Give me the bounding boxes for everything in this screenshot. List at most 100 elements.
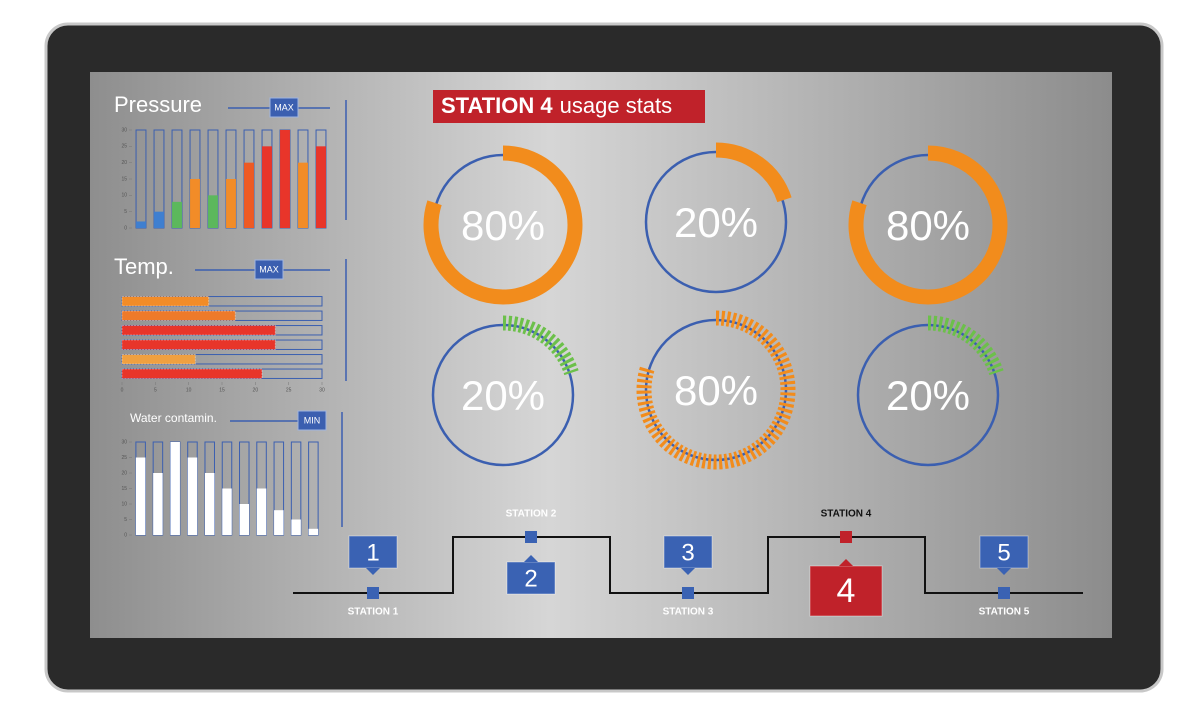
gauge-arc	[927, 315, 1004, 376]
gauge-label: 80%	[886, 202, 970, 249]
bar	[121, 325, 276, 336]
y-tick-label: 15	[121, 486, 127, 492]
gauge-arc	[502, 315, 579, 376]
bar	[244, 162, 254, 228]
bar	[153, 473, 163, 535]
y-tick-label: 0	[124, 225, 127, 231]
bar	[121, 310, 236, 321]
bar	[226, 179, 236, 228]
badge-label: MAX	[259, 264, 279, 274]
station-number: 2	[524, 565, 537, 592]
station-number: 1	[366, 539, 379, 566]
station-label: STATION 2	[506, 509, 557, 520]
header-rest: usage stats	[560, 93, 673, 118]
gauge-label: 20%	[886, 372, 970, 419]
gauge-arc	[423, 145, 583, 305]
bar	[121, 296, 210, 307]
station-number: 4	[837, 572, 856, 610]
x-tick-label: 10	[186, 387, 192, 393]
x-tick-label: 0	[121, 387, 124, 393]
badge-pointer	[997, 568, 1011, 575]
y-tick-label: 20	[121, 470, 127, 476]
y-tick-label: 10	[121, 193, 127, 199]
y-tick-label: 20	[121, 160, 127, 166]
station-badge	[979, 535, 1029, 569]
x-tick-label: 20	[253, 387, 259, 393]
badge	[297, 410, 327, 431]
gauge-arc	[848, 145, 1008, 305]
station-marker	[682, 587, 694, 599]
station-label: STATION 4	[821, 509, 872, 520]
y-tick-label: 25	[121, 144, 127, 150]
bar	[262, 146, 272, 228]
bar	[274, 510, 284, 535]
station-label: STATION 5	[979, 607, 1030, 618]
x-tick-label: 15	[219, 387, 225, 393]
y-tick-label: 30	[121, 439, 127, 445]
bar	[136, 221, 146, 228]
gauge-label: 20%	[674, 199, 758, 246]
station-number: 5	[997, 539, 1010, 566]
y-tick-label: 10	[121, 501, 127, 507]
bar	[291, 519, 301, 535]
badge-pointer	[524, 555, 538, 562]
station-marker	[998, 587, 1010, 599]
station-badge	[809, 565, 883, 617]
bar	[280, 130, 290, 228]
bar	[170, 442, 180, 535]
gauge-label: 80%	[461, 202, 545, 249]
panel-title: Temp.	[114, 254, 174, 279]
badge	[269, 97, 299, 118]
bar	[121, 354, 196, 365]
bar	[135, 457, 146, 535]
bar	[190, 179, 200, 228]
bar	[121, 368, 263, 379]
bar	[316, 146, 326, 228]
bar	[239, 504, 250, 535]
station-number: 3	[681, 539, 694, 566]
bar	[298, 162, 308, 228]
bar	[308, 528, 319, 535]
station-marker	[840, 531, 852, 543]
station-marker	[525, 531, 537, 543]
x-tick-label: 5	[154, 387, 157, 393]
x-tick-label: 30	[319, 387, 325, 393]
x-tick-label: 25	[286, 387, 292, 393]
bar	[154, 211, 164, 228]
bar	[208, 195, 218, 228]
bar	[256, 488, 267, 535]
bar	[222, 488, 232, 535]
badge-label: MAX	[274, 102, 294, 112]
header-bold: STATION 4	[441, 93, 553, 118]
header-title: STATION 4 usage stats	[441, 93, 672, 118]
panel-title: Water contamin.	[130, 411, 217, 425]
badge	[254, 259, 284, 280]
station-badge	[506, 561, 556, 595]
header-box	[433, 90, 705, 123]
bar	[172, 201, 182, 228]
panel-title: Pressure	[114, 92, 202, 117]
gauge-label: 80%	[674, 367, 758, 414]
y-tick-label: 25	[121, 455, 127, 461]
y-tick-label: 5	[124, 209, 127, 215]
gauge-arc	[636, 310, 796, 470]
station-marker	[367, 587, 379, 599]
gauge-label: 20%	[461, 372, 545, 419]
station-label: STATION 3	[663, 607, 714, 618]
bar	[121, 339, 276, 350]
station-badge	[348, 535, 398, 569]
y-tick-label: 0	[124, 532, 127, 538]
y-tick-label: 15	[121, 176, 127, 182]
bar	[204, 473, 215, 535]
gauge-arc	[715, 142, 792, 203]
badge-pointer	[366, 568, 380, 575]
bar	[187, 457, 198, 535]
badge-pointer	[839, 559, 853, 566]
badge-label: MIN	[304, 415, 321, 425]
badge-pointer	[681, 568, 695, 575]
station-badge	[663, 535, 713, 569]
y-tick-label: 5	[124, 517, 127, 523]
station-label: STATION 1	[348, 607, 399, 618]
